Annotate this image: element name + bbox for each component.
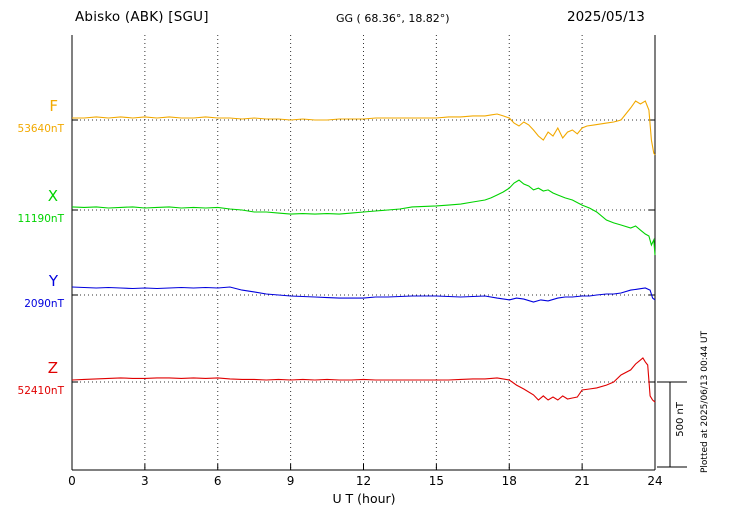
scale-bar-label: 500 nT bbox=[675, 402, 686, 437]
x-tick-label-0: 0 bbox=[68, 474, 76, 488]
component-letter-X: X bbox=[47, 187, 58, 205]
trace-X bbox=[71, 179, 656, 256]
x-tick-label-6: 6 bbox=[213, 474, 222, 488]
component-letter-Y: Y bbox=[48, 272, 58, 290]
component-baseline-F: 53640nT bbox=[17, 123, 64, 135]
x-tick-label-21: 21 bbox=[574, 474, 590, 488]
x-tick-label-15: 15 bbox=[428, 474, 445, 488]
plotted-timestamp-note: Plotted at 2025/06/13 00:44 UT bbox=[700, 330, 710, 473]
trace-Z bbox=[71, 357, 656, 403]
geo-coordinates: GG ( 68.36°, 18.82°) bbox=[336, 12, 450, 25]
x-tick-label-24: 24 bbox=[647, 474, 663, 488]
component-letter-Z: Z bbox=[47, 359, 58, 377]
plot-date: 2025/05/13 bbox=[567, 9, 645, 25]
x-tick-label-3: 3 bbox=[141, 474, 149, 488]
x-axis-title: U T (hour) bbox=[332, 491, 396, 506]
x-tick-label-9: 9 bbox=[286, 474, 295, 488]
component-baseline-Z: 52410nT bbox=[17, 385, 64, 397]
component-baseline-X: 11190nT bbox=[17, 213, 64, 225]
component-letter-F: F bbox=[49, 97, 58, 115]
component-baseline-Y: 2090nT bbox=[24, 298, 64, 310]
station-title: Abisko (ABK) [SGU] bbox=[75, 9, 209, 25]
x-tick-label-12: 12 bbox=[355, 474, 372, 488]
x-tick-label-18: 18 bbox=[501, 474, 517, 488]
trace-Y bbox=[71, 286, 656, 303]
trace-F bbox=[72, 100, 656, 156]
